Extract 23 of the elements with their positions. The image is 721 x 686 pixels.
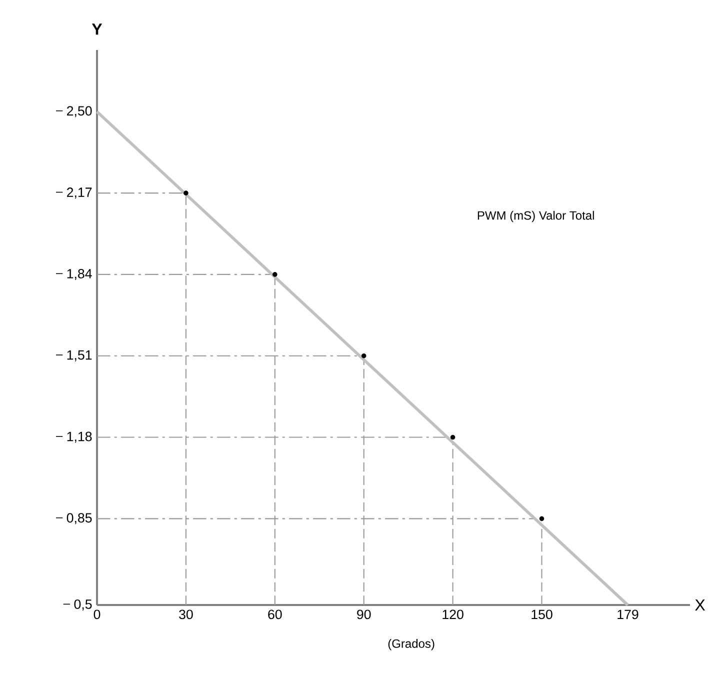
y-tick-label: 1,84 bbox=[67, 268, 92, 280]
point bbox=[450, 434, 456, 440]
x-tick-label: 179 bbox=[618, 610, 638, 620]
x-tick-label: 90 bbox=[357, 610, 371, 620]
x-axis-title: (Grados) bbox=[388, 639, 434, 650]
point bbox=[539, 516, 544, 522]
y-tick-label: 0,5 bbox=[74, 599, 92, 611]
x-tick-label: 120 bbox=[442, 610, 464, 620]
y-tick-label: 2,17 bbox=[67, 188, 92, 199]
point bbox=[361, 353, 366, 358]
x-tick-label: 60 bbox=[268, 610, 282, 620]
y-tick-label: 0,85 bbox=[66, 513, 92, 524]
y-tick-label: 2,50 bbox=[67, 106, 92, 118]
y-tick-label: 1,18 bbox=[67, 432, 92, 443]
point bbox=[272, 272, 278, 277]
x-tick-label: 0 bbox=[94, 610, 100, 620]
annotation: PWM (mS) Valor Total bbox=[478, 210, 594, 222]
y-axis-title: Y bbox=[92, 24, 102, 35]
x-tick-label: 150 bbox=[532, 610, 552, 620]
point bbox=[184, 190, 188, 196]
x-tick-label: 30 bbox=[179, 610, 193, 620]
text: X bbox=[695, 600, 706, 611]
y-tick-label: 1,51 bbox=[67, 350, 92, 362]
